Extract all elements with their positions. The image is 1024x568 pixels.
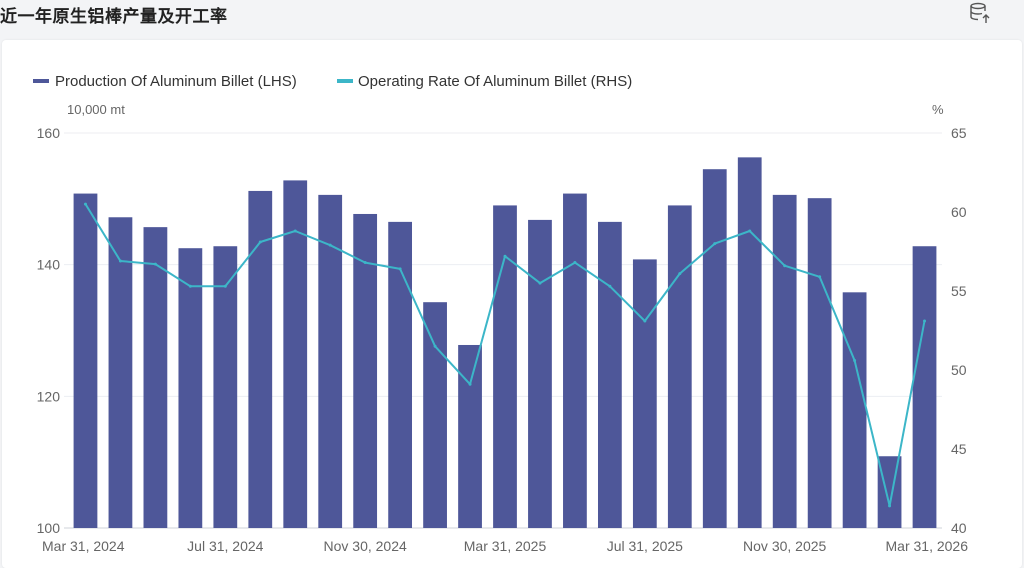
left-axis-tick-label: 140	[37, 257, 61, 273]
legend: Production Of Aluminum Billet (LHS) Oper…	[33, 73, 632, 90]
left-axis-tick-label: 160	[37, 125, 61, 141]
production-bars	[73, 157, 937, 529]
operating-rate-point	[433, 344, 437, 348]
operating-rate-point	[398, 267, 402, 271]
production-bar	[73, 193, 98, 529]
left-axis-tick-label: 100	[37, 520, 61, 536]
x-axis-tick-label: Nov 30, 2025	[743, 538, 826, 554]
legend-label-operating-rate: Operating Rate Of Aluminum Billet (RHS)	[358, 73, 632, 90]
production-bar	[283, 180, 308, 528]
operating-rate-line	[83, 202, 927, 508]
operating-rate-point	[223, 284, 227, 288]
right-axis-unit: %	[932, 102, 944, 117]
operating-rate-point	[608, 284, 612, 288]
x-axis-tick-label: Mar 31, 2024	[42, 538, 125, 554]
operating-rate-point	[83, 202, 87, 206]
x-axis-tick-label: Mar 31, 2026	[886, 538, 969, 554]
database-export-icon[interactable]	[968, 1, 992, 25]
operating-rate-point	[713, 242, 717, 246]
production-bar	[807, 198, 832, 529]
operating-rate-point	[923, 319, 927, 323]
production-bar	[353, 213, 378, 528]
production-bar	[563, 193, 587, 529]
production-bar	[842, 292, 867, 528]
operating-rate-point	[153, 262, 157, 266]
operating-rate-point	[678, 272, 682, 276]
right-axis-tick-label: 40	[951, 520, 967, 536]
production-bar	[388, 221, 413, 528]
operating-rate-point	[118, 259, 122, 263]
production-bar	[423, 302, 447, 528]
production-bar	[493, 205, 517, 528]
legend-label-production: Production Of Aluminum Billet (LHS)	[55, 73, 297, 90]
left-axis-unit: 10,000 mt	[67, 102, 125, 117]
production-bar	[737, 157, 762, 528]
production-bar	[248, 190, 273, 528]
operating-rate-point	[258, 240, 262, 244]
production-bar	[632, 259, 657, 528]
operating-rate-point	[188, 284, 192, 288]
axes: 10,000 mt % 100 120 140 160 40 45 50 55 60 65 Mar …	[37, 102, 969, 554]
production-bar	[458, 344, 482, 528]
operating-rate-point	[328, 243, 332, 247]
page-title: 近一年原生铝棒产量及开工率	[0, 7, 228, 27]
x-axis-tick-label: Mar 31, 2025	[464, 538, 547, 554]
legend-swatch-operating-rate	[337, 79, 353, 83]
production-bar	[178, 248, 203, 529]
operating-rate-point	[573, 261, 577, 265]
legend-item-production[interactable]: Production Of Aluminum Billet (LHS)	[33, 73, 297, 90]
chart: 10,000 mt % 100 120 140 160 40 45 50 55 60 65 Mar …	[33, 73, 969, 554]
right-axis-tick-label: 55	[951, 283, 967, 299]
operating-rate-point	[468, 382, 472, 386]
right-axis-tick-label: 45	[951, 441, 967, 457]
production-bar	[702, 169, 727, 529]
operating-rate-point	[503, 254, 507, 258]
operating-rate-point	[643, 319, 647, 323]
production-bar	[597, 221, 622, 528]
production-bar	[213, 246, 238, 528]
operating-rate-point	[783, 264, 787, 268]
operating-rate-point	[538, 281, 542, 285]
production-bar	[772, 194, 797, 528]
x-axis-tick-label: Jul 31, 2025	[607, 538, 683, 554]
production-bar	[143, 227, 168, 528]
production-bar	[667, 205, 692, 528]
production-bar	[318, 194, 343, 528]
x-axis-tick-label: Jul 31, 2024	[187, 538, 263, 554]
operating-rate-point	[853, 359, 857, 363]
operating-rate-point	[888, 504, 892, 508]
production-bar	[912, 246, 937, 528]
legend-item-operating-rate[interactable]: Operating Rate Of Aluminum Billet (RHS)	[337, 73, 632, 90]
right-axis-tick-label: 60	[951, 204, 967, 220]
right-axis-tick-label: 50	[951, 362, 967, 378]
operating-rate-point	[363, 261, 367, 265]
right-axis-tick-label: 65	[951, 125, 967, 141]
operating-rate-point	[818, 275, 822, 279]
operating-rate-point	[293, 229, 297, 233]
left-axis-tick-label: 120	[37, 388, 61, 404]
x-axis-tick-label: Nov 30, 2024	[324, 538, 407, 554]
operating-rate-point	[748, 229, 752, 233]
legend-swatch-production	[33, 79, 49, 83]
production-bar	[108, 217, 133, 528]
production-bar	[528, 219, 552, 528]
chart-card: 10,000 mt % 100 120 140 160 40 45 50 55 60 65 Mar …	[2, 40, 1022, 568]
